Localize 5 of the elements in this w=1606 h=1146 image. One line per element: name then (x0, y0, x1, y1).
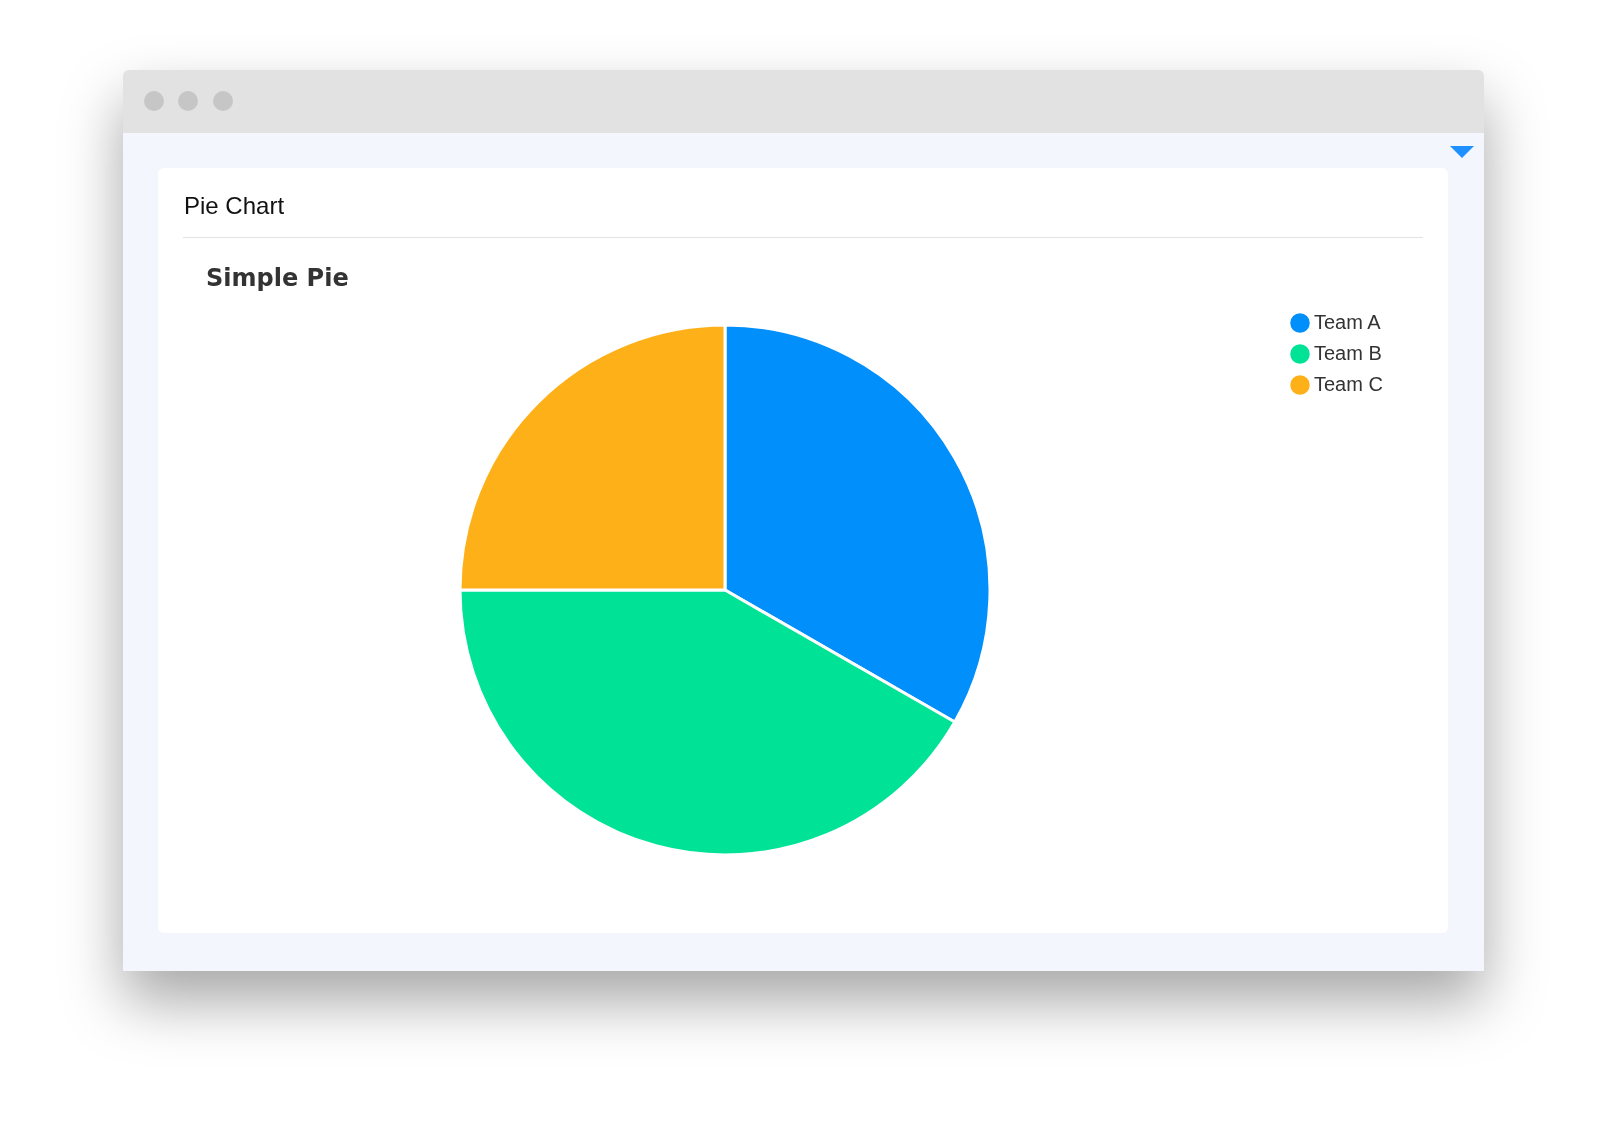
chart-subtitle: Simple Pie (206, 264, 349, 292)
text: Pie Chart (184, 192, 285, 220)
legend-label: Team C (1314, 373, 1383, 395)
legend-label: Team A (1314, 311, 1382, 333)
legend-label: Team B (1314, 342, 1382, 364)
